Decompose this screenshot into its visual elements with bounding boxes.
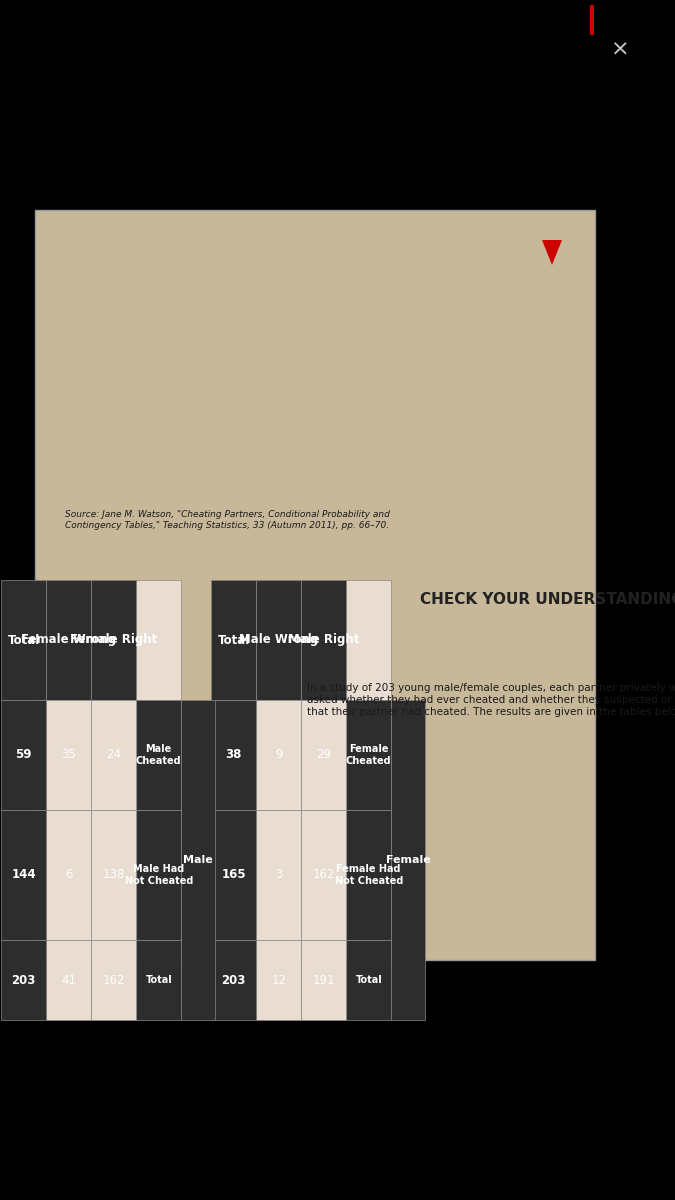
Text: Female Right: Female Right	[70, 634, 157, 647]
Polygon shape	[211, 810, 256, 940]
Text: 9: 9	[275, 749, 283, 762]
Polygon shape	[256, 580, 301, 700]
Polygon shape	[136, 580, 182, 700]
Polygon shape	[136, 810, 182, 940]
Text: 165: 165	[221, 869, 246, 882]
Polygon shape	[301, 580, 346, 700]
Text: 162: 162	[313, 869, 335, 882]
Text: Male Had
Not Cheated: Male Had Not Cheated	[125, 864, 193, 886]
Polygon shape	[47, 580, 91, 700]
Text: CHECK YOUR UNDERSTANDING: CHECK YOUR UNDERSTANDING	[420, 593, 675, 607]
Text: 203: 203	[221, 973, 246, 986]
Text: 3: 3	[275, 869, 282, 882]
Polygon shape	[136, 940, 182, 1020]
Polygon shape	[1, 940, 47, 1020]
Text: 41: 41	[61, 973, 76, 986]
Text: Female
Cheated: Female Cheated	[346, 744, 392, 766]
Polygon shape	[47, 940, 91, 1020]
Text: Female: Female	[385, 854, 431, 865]
Text: Female Had
Not Cheated: Female Had Not Cheated	[335, 864, 403, 886]
Text: 38: 38	[225, 749, 242, 762]
Text: In a study of 203 young male/female couples, each partner privately was
asked wh: In a study of 203 young male/female coup…	[307, 683, 675, 716]
Polygon shape	[1, 810, 47, 940]
Text: Male Wrong: Male Wrong	[239, 634, 319, 647]
Text: 138: 138	[103, 869, 125, 882]
Polygon shape	[346, 580, 392, 700]
Text: Source: Jane M. Watson, "Cheating Partners, Conditional Probability and
Continge: Source: Jane M. Watson, "Cheating Partne…	[65, 510, 390, 529]
Polygon shape	[35, 210, 595, 960]
Polygon shape	[256, 700, 301, 810]
Text: 6: 6	[65, 869, 72, 882]
Polygon shape	[47, 700, 91, 810]
Polygon shape	[1, 700, 47, 810]
Polygon shape	[301, 810, 346, 940]
Text: 35: 35	[61, 749, 76, 762]
Text: Total: Total	[145, 974, 172, 985]
Polygon shape	[256, 810, 301, 940]
Polygon shape	[182, 700, 215, 1020]
Text: Male Right: Male Right	[288, 634, 359, 647]
Polygon shape	[346, 940, 392, 1020]
Polygon shape	[392, 700, 425, 1020]
Polygon shape	[91, 700, 136, 810]
Polygon shape	[136, 700, 182, 810]
Text: Female Wrong: Female Wrong	[21, 634, 116, 647]
Text: 24: 24	[106, 749, 121, 762]
Text: ×: ×	[611, 40, 629, 60]
Polygon shape	[47, 810, 91, 940]
Polygon shape	[301, 940, 346, 1020]
Text: 144: 144	[11, 869, 36, 882]
Text: Male: Male	[183, 854, 213, 865]
Polygon shape	[91, 810, 136, 940]
Text: Total: Total	[7, 634, 40, 647]
Polygon shape	[256, 940, 301, 1020]
Polygon shape	[211, 940, 256, 1020]
Polygon shape	[91, 940, 136, 1020]
Polygon shape	[346, 810, 392, 940]
Polygon shape	[301, 700, 346, 810]
Polygon shape	[1, 580, 47, 700]
Text: Male
Cheated: Male Cheated	[136, 744, 182, 766]
Text: 191: 191	[313, 973, 335, 986]
Text: 29: 29	[317, 749, 331, 762]
Polygon shape	[211, 580, 256, 700]
Polygon shape	[91, 580, 136, 700]
Text: 162: 162	[103, 973, 125, 986]
Bar	[590, 5, 594, 35]
Text: Total: Total	[217, 634, 250, 647]
Polygon shape	[346, 700, 392, 810]
Text: 203: 203	[11, 973, 36, 986]
Text: Total: Total	[355, 974, 382, 985]
Polygon shape	[211, 700, 256, 810]
Text: 59: 59	[16, 749, 32, 762]
Polygon shape	[542, 240, 562, 265]
Text: 12: 12	[271, 973, 286, 986]
